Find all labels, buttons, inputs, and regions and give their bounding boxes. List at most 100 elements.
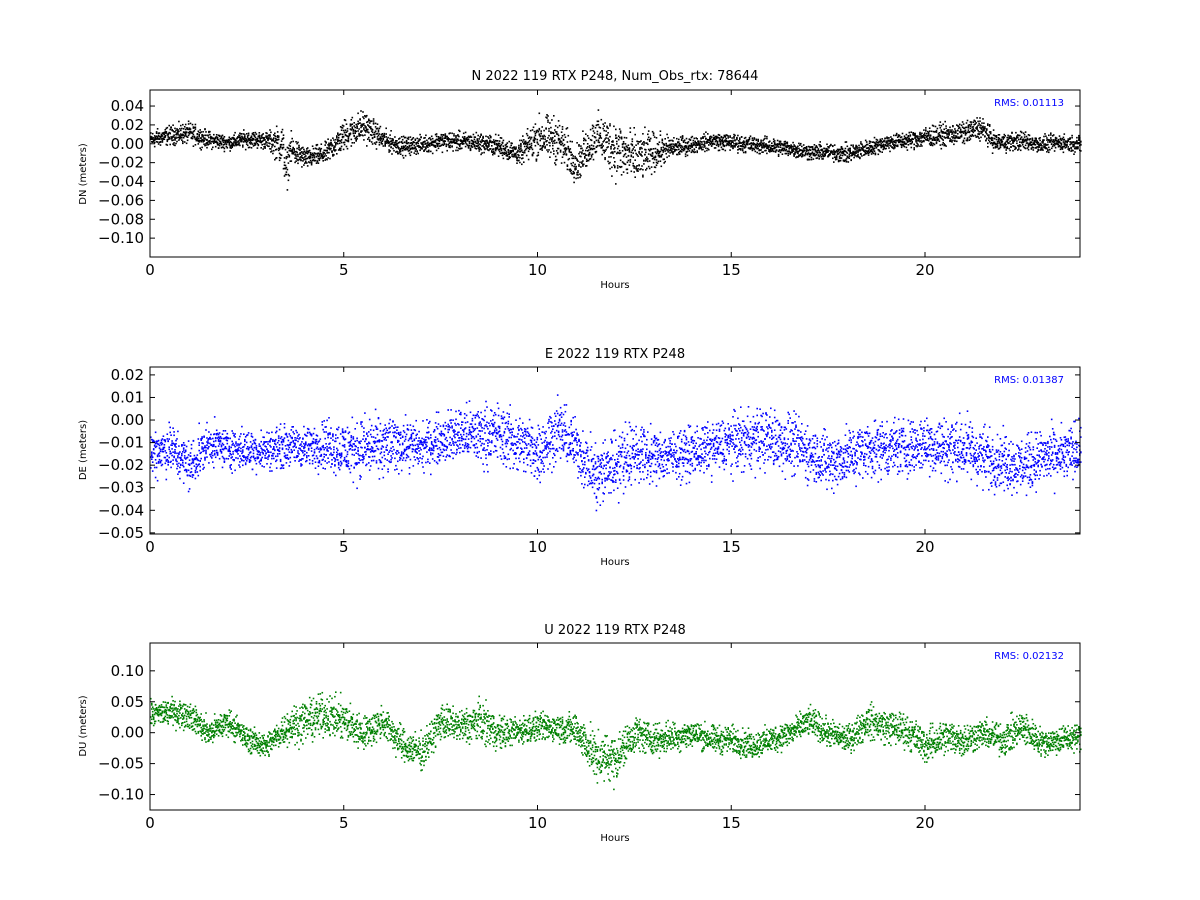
panel-north-data-point — [672, 148, 674, 150]
panel-north-data-point — [917, 145, 919, 147]
panel-north-data-point — [572, 172, 574, 175]
panel-north-data-point — [695, 146, 697, 148]
panel-north-data-point — [470, 142, 473, 145]
panel-north-data-point — [736, 138, 738, 141]
panel-north-data-point — [352, 130, 355, 132]
panel-north-data-point — [351, 127, 354, 130]
panel-north-data-point — [1004, 142, 1006, 144]
panel-north-data-point — [564, 147, 567, 149]
panel-north-data-point — [336, 135, 338, 137]
panel-north-data-point — [575, 157, 577, 159]
panel-north-data-point — [167, 134, 169, 136]
panel-north-data-point — [229, 150, 231, 152]
panel-north-data-point — [445, 143, 448, 146]
panel-north-data-point — [197, 130, 200, 133]
panel-north-data-point — [835, 149, 838, 152]
panel-north-data-point — [656, 162, 659, 164]
panel-north-data-point — [582, 165, 584, 167]
panel-north-data-point — [325, 155, 327, 157]
panel-north-data-point — [744, 144, 747, 147]
panel-north-data-point — [206, 138, 208, 141]
panel-north-data-point — [558, 138, 561, 141]
panel-north-data-point — [892, 143, 894, 145]
panel-north-data-point — [432, 144, 435, 147]
panel-north-data-point — [661, 139, 664, 142]
panel-north-data-point — [842, 152, 845, 155]
panel-north-data-point — [614, 150, 616, 153]
panel-north-data-point — [815, 153, 818, 156]
panel-north-data-point — [756, 147, 758, 150]
panel-north-data-point — [785, 146, 788, 149]
panel-north-data-point — [599, 136, 602, 139]
panel-north-data-point — [216, 142, 219, 144]
panel-north-data-point — [229, 146, 231, 149]
panel-north-data-point — [241, 135, 243, 138]
panel-north-data-point — [526, 134, 529, 137]
panel-north-data-point — [574, 155, 576, 158]
panel-north-data-point — [248, 146, 251, 149]
panel-north-data-point — [740, 136, 743, 138]
panel-north-data-point — [272, 152, 274, 155]
panel-north-data-point — [525, 142, 528, 144]
panel-north-data-point — [1047, 149, 1049, 152]
panel-north-data-point — [529, 129, 532, 132]
panel-north-data-point — [360, 131, 362, 133]
panel-north-data-point — [427, 144, 429, 146]
panel-north-data-point — [387, 142, 389, 145]
panel-north-data-point — [506, 154, 509, 156]
panel-north-data-point — [215, 136, 218, 138]
panel-north-data-point — [312, 147, 315, 150]
panel-north-data-point — [647, 138, 649, 141]
panel-north-data-point — [496, 140, 499, 142]
panel-north-data-point — [986, 137, 988, 140]
panel-north-data-point — [317, 162, 320, 164]
panel-north-data-point — [311, 159, 314, 162]
panel-north-data-point — [292, 147, 294, 149]
panel-north-data-point — [1026, 147, 1029, 149]
panel-north-data-point — [380, 138, 383, 140]
panel-north-data-point — [809, 146, 812, 148]
panel-north-data-point — [594, 136, 597, 139]
panel-north-data-point — [872, 149, 875, 151]
panel-north-data-point — [261, 140, 263, 143]
panel-north-data-point — [776, 143, 779, 145]
panel-north-data-point — [446, 149, 448, 152]
panel-north-data-point — [368, 119, 370, 122]
panel-north-data-point — [250, 142, 253, 144]
panel-north-data-point — [849, 149, 851, 151]
panel-north-data-point — [778, 143, 781, 145]
panel-north-data-point — [471, 140, 474, 142]
panel-north-data-point — [920, 134, 922, 136]
panel-north-data-point — [670, 143, 672, 146]
panel-north-data-point — [468, 144, 471, 147]
panel-north-data-point — [662, 158, 665, 161]
panel-north-data-point — [927, 139, 930, 142]
panel-north-data-point — [348, 133, 351, 135]
panel-north-data-point — [729, 135, 731, 137]
panel-north-data-point — [440, 134, 443, 136]
panel-north-data-point — [850, 144, 852, 147]
panel-north-data-point — [164, 129, 167, 131]
panel-north-data-point — [622, 141, 625, 143]
panel-east-data-point — [165, 468, 168, 471]
panel-north-data-point — [192, 130, 195, 133]
panel-north-data-point — [868, 151, 871, 154]
panel-north-data-point — [602, 149, 604, 152]
panel-north-data-point — [607, 127, 609, 130]
panel-north-data-point — [792, 147, 794, 150]
panel-north-data-point — [521, 139, 523, 142]
panel-north-data-point — [770, 150, 772, 152]
panel-north-data-point — [611, 175, 613, 177]
panel-north-data-point — [643, 144, 645, 146]
panel-north-data-point — [573, 181, 575, 184]
panel-north-data-point — [258, 134, 261, 137]
panel-north-data-point — [749, 135, 752, 137]
panel-north-data-point — [690, 151, 693, 154]
panel-north-data-point — [748, 147, 751, 150]
panel-north-data-point — [748, 138, 751, 141]
panel-north-data-point — [579, 176, 581, 179]
panel-north-data-point — [175, 137, 177, 139]
panel-north-data-point — [459, 145, 461, 147]
panel-north-data-point — [509, 151, 511, 153]
panel-north-data-point — [515, 155, 517, 157]
